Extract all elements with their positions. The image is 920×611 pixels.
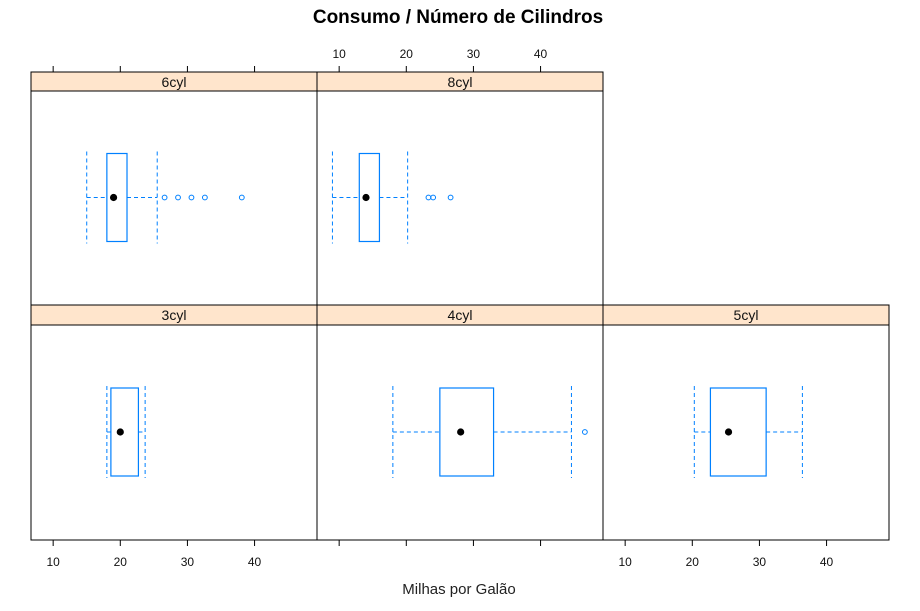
chart-title: Consumo / Número de Cilindros (313, 7, 603, 28)
median-dot-8cyl (362, 193, 370, 202)
median-dot-6cyl (109, 193, 118, 202)
strip-label-3cyl: 3cyl (162, 307, 187, 323)
x-tick-label: 30 (181, 555, 195, 569)
x-tick-label: 10 (618, 555, 632, 569)
outlier-4cyl (581, 429, 588, 435)
outlier-8cyl (447, 194, 454, 201)
panel-group: 6cyl 8cyl 3cyl 4cyl 5cyl (30, 71, 890, 541)
plot-frame-6cyl (30, 90, 318, 306)
box-4cyl (439, 387, 495, 477)
outlier-6cyl (188, 194, 195, 201)
panel-3cyl: 3cyl (30, 304, 318, 541)
box-8cyl (358, 152, 381, 243)
strip-label-4cyl: 4cyl (448, 307, 473, 323)
x-tick-label: 40 (248, 555, 262, 569)
box-6cyl (106, 152, 128, 243)
x-tick-label: 30 (753, 555, 767, 569)
outlier-8cyl (430, 194, 437, 201)
strip-label-5cyl: 5cyl (734, 307, 759, 323)
x-tick-label: 10 (332, 47, 346, 61)
panel-8cyl: 8cyl (316, 71, 604, 306)
strip-label-8cyl: 8cyl (448, 74, 473, 90)
outlier-6cyl (201, 194, 208, 201)
plot-frame-3cyl (30, 324, 318, 541)
x-tick-label: 20 (400, 47, 414, 61)
panel-4cyl: 4cyl (316, 304, 604, 541)
plot-frame-8cyl (316, 90, 604, 306)
median-dot-4cyl (457, 428, 465, 436)
outlier-6cyl (161, 194, 168, 201)
plot-frame-5cyl (602, 324, 890, 541)
box-3cyl (110, 387, 140, 477)
x-tick-label: 20 (686, 555, 700, 569)
median-dot-5cyl (724, 428, 733, 436)
box-5cyl (709, 387, 767, 477)
x-tick-label: 40 (534, 47, 548, 61)
median-dot-3cyl (116, 428, 124, 436)
panel-5cyl: 5cyl (602, 304, 890, 541)
x-tick-label: 10 (46, 555, 60, 569)
outlier-6cyl (238, 194, 245, 201)
outlier-8cyl (425, 194, 432, 201)
x-tick-label: 30 (467, 47, 481, 61)
x-axis-label: Milhas por Galão (402, 581, 515, 598)
strip-label-6cyl: 6cyl (162, 74, 187, 90)
x-tick-label: 20 (114, 555, 128, 569)
outlier-6cyl (175, 194, 181, 201)
axis-group: 10 20 30 40 10 20 30 40 10 20 30 40 (46, 47, 833, 569)
x-tick-label: 40 (820, 555, 834, 569)
panel-6cyl: 6cyl (30, 71, 318, 306)
